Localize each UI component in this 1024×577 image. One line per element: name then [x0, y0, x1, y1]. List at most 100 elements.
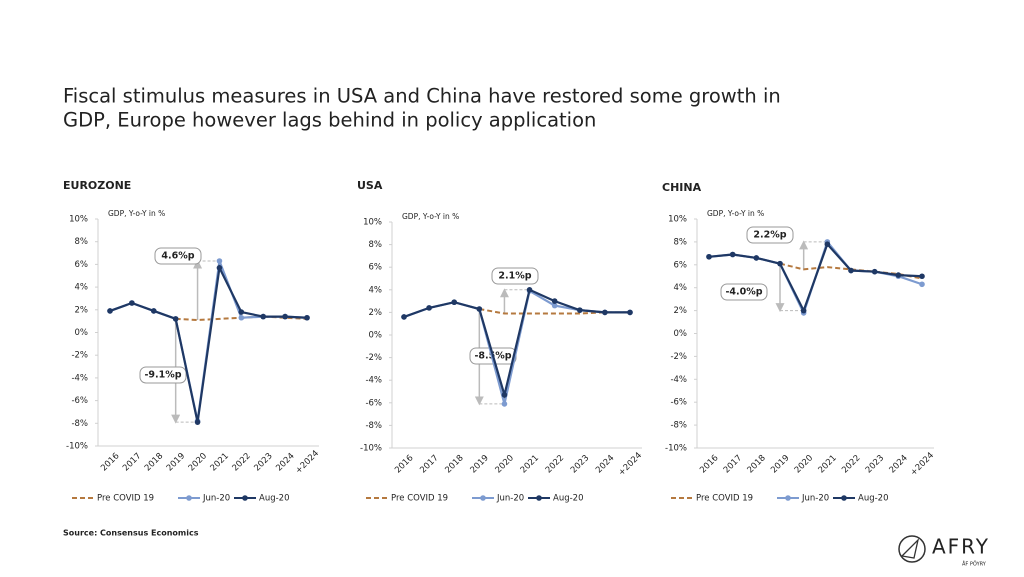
y-tick-label: -6%	[670, 398, 687, 408]
y-tick-label: -4%	[670, 375, 687, 385]
y-tick-label: 8%	[674, 237, 688, 247]
series-point	[194, 419, 201, 425]
series-line	[779, 262, 923, 280]
series-point	[238, 314, 245, 321]
y-tick-label: -4%	[365, 376, 382, 386]
legend-swatch-point	[785, 495, 791, 501]
x-tick-label: 2017	[418, 453, 440, 475]
annotation: 2.2%p	[753, 230, 786, 241]
series-point	[426, 305, 432, 311]
source: Source: Consensus Economics	[63, 529, 199, 538]
y-tick-label: 10%	[69, 215, 88, 225]
series-point	[753, 255, 760, 261]
series-point	[501, 392, 508, 398]
series-point	[777, 260, 783, 267]
x-tick-label: 2022	[840, 453, 862, 475]
x-tick-label: 2020	[494, 453, 516, 475]
y-tick-label: -10%	[665, 444, 687, 454]
legend-label: Aug-20	[858, 494, 888, 504]
y-tick-label: 4%	[674, 283, 688, 293]
series-point	[476, 306, 483, 312]
y-tick-label: -6%	[71, 396, 88, 406]
x-tick-label: 2024	[594, 453, 616, 475]
y-tick-label: -8%	[670, 421, 687, 431]
series-point	[919, 273, 925, 280]
x-tick-label: 2020	[793, 453, 815, 475]
annotation-box	[746, 226, 794, 244]
y-tick-label: 4%	[369, 285, 383, 295]
x-tick-label: 2016	[99, 451, 121, 473]
annotation-box	[154, 247, 202, 265]
y-tick-label: -10%	[66, 442, 88, 452]
x-tick-label: +2024	[294, 449, 321, 476]
series-point	[551, 298, 558, 304]
x-tick-label: 2021	[519, 453, 541, 475]
series-point	[576, 307, 583, 313]
legend-label: Jun-20	[801, 494, 829, 504]
series-point	[304, 314, 310, 321]
series-point	[216, 265, 223, 271]
series-point	[729, 251, 736, 258]
annotation: -4.0%p	[725, 287, 762, 298]
series-line	[403, 288, 630, 400]
logo-icon	[900, 537, 920, 559]
series-point	[238, 309, 245, 315]
series-point	[401, 314, 407, 320]
x-tick-label: 2017	[722, 453, 744, 475]
y-tick-label: -8%	[71, 419, 88, 429]
y-tick-label: 0%	[369, 331, 383, 341]
x-tick-label: 2018	[746, 453, 768, 475]
logo-text: AFRY	[932, 535, 990, 559]
y-tick-label: 0%	[674, 329, 688, 339]
annotation: 2.1%p	[498, 271, 531, 282]
y-tick-label: 2%	[674, 306, 688, 316]
slide-title: Fiscal stimulus measures in USA and Chin…	[63, 85, 781, 108]
series-point	[895, 272, 902, 278]
series-line	[109, 264, 308, 423]
chart-title: EUROZONE	[63, 179, 131, 192]
legend-swatch-point	[186, 495, 192, 501]
x-tick-label: 2024	[274, 451, 296, 473]
y-tick-label: 8%	[369, 240, 383, 250]
legend-label: Aug-20	[259, 494, 289, 504]
series-point	[216, 258, 223, 264]
y-tick-label: 4%	[75, 283, 89, 293]
series-point	[107, 308, 113, 314]
series-point	[282, 313, 288, 320]
y-tick-label: -10%	[360, 444, 382, 454]
series-point	[848, 267, 854, 274]
y-tick-label: -6%	[365, 398, 382, 408]
series-line	[403, 289, 630, 405]
y-tick-label: 6%	[674, 260, 688, 270]
y-tick-label: 2%	[369, 308, 383, 318]
y-tick-label: 6%	[75, 260, 89, 270]
y-tick-label: 8%	[75, 237, 89, 247]
axis-subtitle: GDP, Y-o-Y in %	[707, 209, 764, 218]
series-point	[824, 241, 831, 247]
legend-swatch-point	[242, 495, 248, 501]
legend-label: Aug-20	[553, 494, 583, 504]
series-point	[919, 281, 925, 288]
series-point	[800, 307, 807, 314]
annotation: 4.6%p	[161, 251, 194, 262]
series-point	[706, 253, 712, 260]
series-point	[551, 302, 558, 309]
legend-swatch-point	[480, 495, 486, 501]
series-line	[479, 308, 630, 315]
y-tick-label: 10%	[668, 215, 687, 225]
x-tick-label: 2024	[888, 453, 910, 475]
series-point	[150, 308, 157, 314]
annotation-box	[139, 366, 187, 384]
legend-label: Jun-20	[202, 494, 230, 504]
axis-subtitle: GDP, Y-o-Y in %	[402, 212, 459, 221]
x-tick-label: 2019	[469, 453, 491, 475]
series-point	[172, 316, 179, 322]
series-point	[129, 300, 135, 306]
x-tick-label: 2018	[443, 453, 465, 475]
series-point	[627, 309, 633, 316]
x-tick-label: 2019	[165, 451, 187, 473]
y-tick-label: 6%	[369, 263, 383, 273]
chart-title: CHINA	[662, 181, 702, 194]
x-tick-label: 2020	[187, 451, 209, 473]
